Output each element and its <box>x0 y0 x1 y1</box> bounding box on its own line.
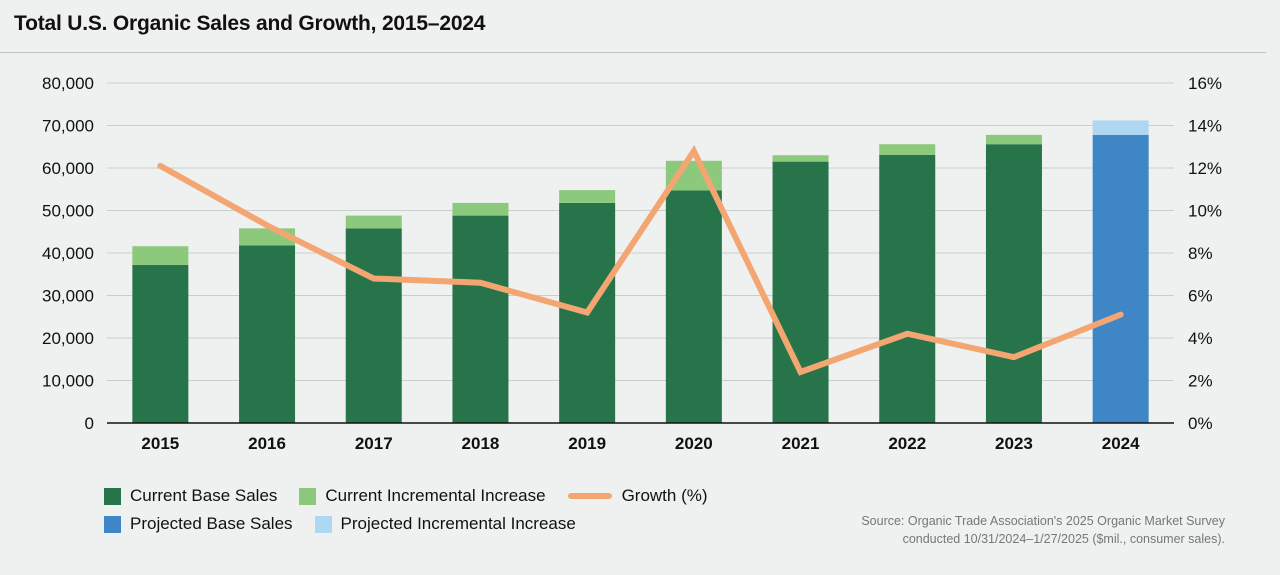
y-tick-label: 60,000 <box>42 159 94 178</box>
legend-item-current-incremental: Current Incremental Increase <box>299 486 546 506</box>
legend: Current Base Sales Current Incremental I… <box>104 482 730 538</box>
legend-swatch-projected-incremental <box>314 515 332 533</box>
bar-current-base <box>985 144 1042 423</box>
x-tick-label: 2023 <box>995 434 1033 453</box>
x-tick-label: 2018 <box>462 434 500 453</box>
y-tick-label: 20,000 <box>42 329 94 348</box>
x-tick-label: 2020 <box>675 434 713 453</box>
legend-row-1: Current Base Sales Current Incremental I… <box>104 482 730 510</box>
legend-swatch-current-base <box>104 487 121 505</box>
y-tick-label: 50,000 <box>42 202 94 221</box>
y2-tick-label: 0% <box>1188 414 1213 433</box>
y-tick-label: 70,000 <box>42 117 94 136</box>
x-tick-label: 2022 <box>888 434 926 453</box>
source-note: Source: Organic Trade Association's 2025… <box>861 512 1225 548</box>
x-tick-label: 2016 <box>248 434 286 453</box>
y-tick-label: 40,000 <box>42 244 94 263</box>
x-tick-label: 2017 <box>355 434 393 453</box>
bar-current-base <box>132 264 189 423</box>
x-tick-label: 2021 <box>782 434 820 453</box>
bar-current-base <box>452 215 509 423</box>
legend-row-2: Projected Base Sales Projected Increment… <box>104 510 730 538</box>
x-tick-label: 2015 <box>141 434 179 453</box>
y2-tick-label: 14% <box>1188 117 1222 136</box>
bar-current-incremental <box>345 215 402 229</box>
y2-tick-label: 12% <box>1188 159 1222 178</box>
y2-tick-label: 10% <box>1188 202 1222 221</box>
bar-current-incremental <box>559 190 616 203</box>
title-divider <box>0 52 1266 53</box>
legend-item-current-base: Current Base Sales <box>104 486 277 506</box>
x-tick-label: 2024 <box>1102 434 1140 453</box>
bar-current-base <box>879 154 936 423</box>
y-tick-label: 10,000 <box>42 372 94 391</box>
bar-projected-incremental <box>1092 120 1149 135</box>
bar-current-incremental <box>985 134 1042 145</box>
bar-current-base <box>239 245 296 423</box>
legend-swatch-current-incremental <box>299 487 317 505</box>
bar-current-base <box>345 228 402 423</box>
source-line-1: Source: Organic Trade Association's 2025… <box>861 514 1225 528</box>
x-tick-label: 2019 <box>568 434 606 453</box>
bar-projected-base <box>1092 134 1149 423</box>
bar-current-base <box>665 190 722 423</box>
growth-line <box>157 144 1124 376</box>
bar-current-incremental <box>452 202 509 216</box>
legend-item-projected-incremental: Projected Incremental Increase <box>314 514 576 534</box>
bar-current-incremental <box>132 246 189 265</box>
bar-current-incremental <box>772 155 829 162</box>
legend-swatch-projected-base <box>104 515 121 533</box>
legend-item-projected-base: Projected Base Sales <box>104 514 293 534</box>
legend-label-current-base: Current Base Sales <box>130 486 278 505</box>
legend-label-projected-incremental: Projected Incremental Increase <box>340 514 576 533</box>
y2-tick-label: 16% <box>1188 74 1222 93</box>
y-tick-label: 0 <box>85 414 94 433</box>
y2-tick-label: 4% <box>1188 329 1213 348</box>
legend-label-current-incremental: Current Incremental Increase <box>325 486 546 505</box>
legend-swatch-growth <box>567 493 612 499</box>
y-tick-label: 80,000 <box>42 74 94 93</box>
legend-label-projected-base: Projected Base Sales <box>130 514 293 533</box>
y2-tick-label: 8% <box>1188 244 1213 263</box>
bar-current-base <box>772 161 829 423</box>
y2-tick-label: 6% <box>1188 287 1213 306</box>
bar-current-incremental <box>879 144 936 155</box>
legend-item-growth: Growth (%) <box>567 486 708 506</box>
source-line-2: conducted 10/31/2024–1/27/2025 ($mil., c… <box>902 532 1225 546</box>
y-tick-label: 30,000 <box>42 287 94 306</box>
chart-title: Total U.S. Organic Sales and Growth, 201… <box>14 12 486 35</box>
legend-label-growth: Growth (%) <box>621 486 708 505</box>
y2-tick-label: 2% <box>1188 372 1213 391</box>
